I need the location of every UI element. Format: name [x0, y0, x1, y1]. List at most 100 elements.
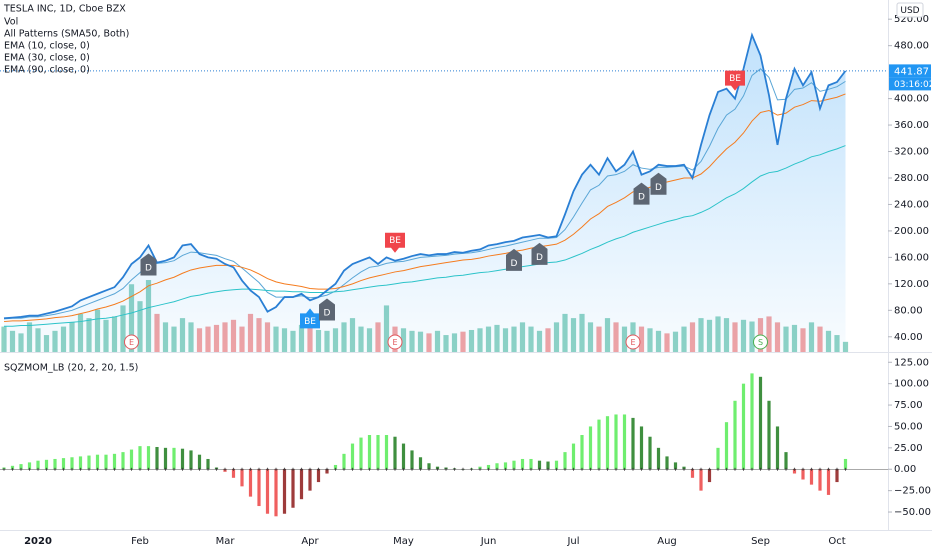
squeeze-dot	[96, 467, 99, 471]
squeeze-dot	[53, 467, 57, 471]
squeeze-dot	[512, 467, 516, 471]
x-tick-label: 2020	[24, 536, 52, 547]
squeeze-dot	[529, 467, 533, 471]
squeeze-dot	[546, 467, 550, 471]
squeeze-dot	[784, 467, 788, 471]
squeeze-dot	[138, 467, 142, 471]
squeeze-dot	[750, 467, 754, 471]
squeeze-dot	[70, 467, 74, 471]
plot-layer: 40.00 80.00 120.00 160.00 200.00 240.00 280.00…	[0, 14, 932, 547]
badge-label: D	[638, 193, 645, 203]
squeeze-dot	[376, 467, 380, 471]
y-tick-label: 160.00	[894, 252, 929, 263]
squeeze-dot	[606, 467, 609, 471]
event-marker	[387, 334, 403, 350]
squeeze-dot	[249, 467, 252, 471]
squeeze-dot	[300, 467, 303, 471]
pattern-badge: BE	[385, 232, 405, 253]
momentum-bar	[716, 447, 720, 470]
squeeze-dot	[342, 467, 346, 471]
event-marker	[124, 334, 139, 350]
squeeze-dot	[181, 467, 184, 471]
badge-shape	[300, 308, 320, 329]
event-label: E	[630, 338, 635, 347]
momentum-bar	[78, 456, 83, 470]
currency-box[interactable]	[896, 2, 924, 18]
momentum-bar	[631, 417, 635, 470]
momentum-bar	[10, 465, 15, 470]
momentum-bar	[818, 469, 822, 491]
squeeze-dot	[164, 467, 167, 471]
squeeze-dot	[631, 467, 635, 471]
last-price-box	[889, 64, 931, 78]
x-tick-label: Oct	[828, 536, 845, 547]
momentum-bar	[427, 463, 431, 470]
squeeze-dot	[521, 467, 524, 471]
momentum-bar	[512, 460, 516, 470]
y-tick-label: 520.00	[894, 14, 929, 25]
momentum-bar	[308, 469, 312, 491]
momentum-bar	[53, 458, 57, 470]
momentum-bar	[367, 435, 372, 470]
momentum-bar	[656, 447, 661, 470]
squeeze-dot	[291, 467, 295, 471]
momentum-bar	[792, 469, 797, 474]
squeeze-dot	[614, 467, 618, 471]
legend-item: EMA (10, close, 0)	[4, 41, 90, 52]
momentum-bar	[291, 469, 295, 508]
y-tick-label: 25.00	[894, 443, 923, 454]
squeeze-dot	[198, 467, 201, 471]
ema-line	[4, 145, 846, 327]
squeeze-dot	[325, 467, 329, 471]
squeeze-dot	[419, 467, 422, 471]
momentum-bar	[767, 400, 771, 470]
squeeze-dot	[835, 467, 839, 471]
squeeze-dot	[45, 467, 48, 471]
momentum-bar	[180, 448, 185, 470]
momentum-bar	[554, 460, 559, 470]
momentum-bar	[665, 456, 669, 470]
legend-item: Vol	[4, 17, 18, 28]
momentum-bar	[648, 436, 652, 470]
squeeze-dot	[725, 467, 728, 471]
squeeze-dot	[402, 467, 405, 471]
event-label: E	[129, 338, 134, 347]
squeeze-dot	[461, 467, 465, 471]
momentum-bar	[597, 419, 601, 470]
momentum-bar	[197, 454, 202, 470]
momentum-bar	[486, 464, 491, 470]
squeeze-dot	[189, 467, 193, 471]
momentum-bar	[325, 469, 329, 474]
badge-label: D	[536, 253, 543, 263]
x-tick-label: Jul	[566, 536, 579, 547]
momentum-bar	[61, 458, 66, 470]
squeeze-dot	[155, 467, 159, 471]
y-tick-label: 0.00	[894, 464, 916, 475]
squeeze-dot	[563, 467, 567, 471]
squeeze-dot	[232, 467, 235, 471]
countdown: 03:16:02	[894, 80, 932, 90]
momentum-bar	[189, 450, 193, 470]
legend-item: EMA (90, close, 0)	[4, 65, 90, 76]
momentum-bar	[376, 435, 380, 470]
squeeze-dot	[580, 467, 584, 471]
pattern-badge: D	[506, 248, 522, 271]
squeeze-dot	[317, 467, 320, 471]
momentum-bar	[384, 435, 389, 470]
squeeze-dot	[79, 467, 82, 471]
momentum-bar	[19, 464, 23, 470]
momentum-bar	[588, 426, 593, 470]
momentum-bar	[699, 469, 703, 491]
y-tick-label: −25.00	[894, 486, 931, 497]
momentum-bar	[775, 426, 780, 470]
x-tick-label: Jun	[480, 536, 497, 547]
event-marker	[753, 334, 768, 350]
squeeze-dot	[589, 467, 592, 471]
squeeze-dot	[444, 467, 448, 471]
pattern-badge: D	[531, 242, 548, 265]
squeeze-dot	[495, 467, 499, 471]
badge-label: BE	[389, 236, 401, 246]
momentum-bar	[401, 443, 406, 470]
squeeze-dot	[827, 467, 830, 471]
y-tick-label: 240.00	[894, 199, 929, 210]
